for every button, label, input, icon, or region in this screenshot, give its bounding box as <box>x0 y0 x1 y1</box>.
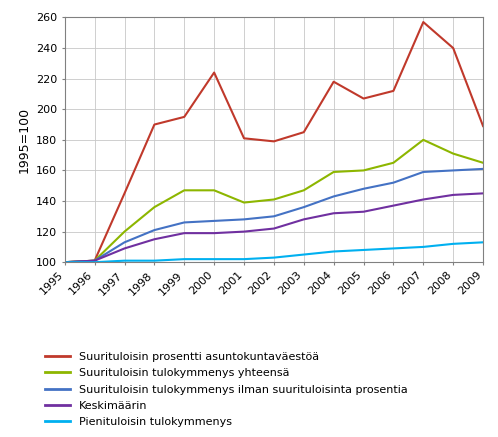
Keskimäärin <box>331 211 337 216</box>
Suurituloisin tulokymmenys yhteensä <box>241 200 247 205</box>
Suurituloisin prosentti asuntokuntaväestöä <box>92 258 98 263</box>
Suurituloisin tulokymmenys ilman suurituloisinta prosentia <box>480 166 486 171</box>
Y-axis label: 1995=100: 1995=100 <box>17 107 30 173</box>
Suurituloisin tulokymmenys ilman suurituloisinta prosentia <box>181 220 187 225</box>
Pienituloisin tulokymmenys <box>420 244 426 250</box>
Pienituloisin tulokymmenys <box>450 241 456 246</box>
Suurituloisin tulokymmenys ilman suurituloisinta prosentia <box>62 260 68 265</box>
Suurituloisin tulokymmenys ilman suurituloisinta prosentia <box>92 258 98 263</box>
Suurituloisin tulokymmenys ilman suurituloisinta prosentia <box>151 227 157 232</box>
Suurituloisin tulokymmenys yhteensä <box>331 169 337 174</box>
Suurituloisin tulokymmenys yhteensä <box>450 151 456 156</box>
Suurituloisin tulokymmenys yhteensä <box>62 260 68 265</box>
Suurituloisin prosentti asuntokuntaväestöä <box>62 260 68 265</box>
Keskimäärin <box>122 246 127 251</box>
Line: Keskimäärin: Keskimäärin <box>65 193 483 262</box>
Suurituloisin prosentti asuntokuntaväestöä <box>211 70 217 75</box>
Pienituloisin tulokymmenys <box>92 260 98 265</box>
Pienituloisin tulokymmenys <box>122 258 127 263</box>
Suurituloisin prosentti asuntokuntaväestöä <box>390 88 396 94</box>
Suurituloisin prosentti asuntokuntaväestöä <box>420 19 426 24</box>
Line: Pienituloisin tulokymmenys: Pienituloisin tulokymmenys <box>65 242 483 262</box>
Suurituloisin tulokymmenys ilman suurituloisinta prosentia <box>331 194 337 199</box>
Suurituloisin prosentti asuntokuntaväestöä <box>271 139 277 144</box>
Suurituloisin tulokymmenys yhteensä <box>480 160 486 165</box>
Suurituloisin tulokymmenys yhteensä <box>301 187 307 193</box>
Suurituloisin prosentti asuntokuntaväestöä <box>181 114 187 119</box>
Suurituloisin tulokymmenys ilman suurituloisinta prosentia <box>301 205 307 210</box>
Keskimäärin <box>181 230 187 236</box>
Keskimäärin <box>151 236 157 242</box>
Line: Suurituloisin tulokymmenys yhteensä: Suurituloisin tulokymmenys yhteensä <box>65 140 483 262</box>
Keskimäärin <box>450 192 456 198</box>
Suurituloisin prosentti asuntokuntaväestöä <box>450 45 456 51</box>
Keskimäärin <box>480 191 486 196</box>
Suurituloisin tulokymmenys yhteensä <box>151 205 157 210</box>
Suurituloisin tulokymmenys ilman suurituloisinta prosentia <box>241 217 247 222</box>
Suurituloisin prosentti asuntokuntaväestöä <box>151 122 157 127</box>
Suurituloisin prosentti asuntokuntaväestöä <box>241 135 247 141</box>
Keskimäärin <box>241 229 247 234</box>
Suurituloisin tulokymmenys ilman suurituloisinta prosentia <box>122 239 127 245</box>
Suurituloisin tulokymmenys ilman suurituloisinta prosentia <box>420 169 426 174</box>
Keskimäärin <box>62 260 68 265</box>
Pienituloisin tulokymmenys <box>151 258 157 263</box>
Suurituloisin tulokymmenys ilman suurituloisinta prosentia <box>450 168 456 173</box>
Suurituloisin prosentti asuntokuntaväestöä <box>480 123 486 128</box>
Pienituloisin tulokymmenys <box>271 255 277 260</box>
Keskimäärin <box>420 197 426 202</box>
Suurituloisin tulokymmenys ilman suurituloisinta prosentia <box>271 214 277 219</box>
Suurituloisin prosentti asuntokuntaväestöä <box>301 129 307 135</box>
Suurituloisin tulokymmenys yhteensä <box>420 137 426 142</box>
Suurituloisin tulokymmenys ilman suurituloisinta prosentia <box>361 186 367 191</box>
Suurituloisin tulokymmenys ilman suurituloisinta prosentia <box>390 180 396 185</box>
Suurituloisin tulokymmenys ilman suurituloisinta prosentia <box>211 218 217 223</box>
Suurituloisin tulokymmenys yhteensä <box>390 160 396 165</box>
Suurituloisin tulokymmenys yhteensä <box>361 168 367 173</box>
Pienituloisin tulokymmenys <box>390 246 396 251</box>
Suurituloisin prosentti asuntokuntaväestöä <box>331 79 337 84</box>
Suurituloisin prosentti asuntokuntaväestöä <box>361 96 367 101</box>
Pienituloisin tulokymmenys <box>331 249 337 254</box>
Pienituloisin tulokymmenys <box>181 257 187 262</box>
Suurituloisin prosentti asuntokuntaväestöä <box>122 191 127 196</box>
Keskimäärin <box>92 258 98 263</box>
Line: Suurituloisin tulokymmenys ilman suurituloisinta prosentia: Suurituloisin tulokymmenys ilman suuritu… <box>65 169 483 262</box>
Suurituloisin tulokymmenys yhteensä <box>211 187 217 193</box>
Pienituloisin tulokymmenys <box>301 252 307 257</box>
Pienituloisin tulokymmenys <box>480 239 486 245</box>
Keskimäärin <box>390 203 396 208</box>
Suurituloisin tulokymmenys yhteensä <box>92 258 98 263</box>
Pienituloisin tulokymmenys <box>361 247 367 253</box>
Pienituloisin tulokymmenys <box>241 257 247 262</box>
Pienituloisin tulokymmenys <box>62 260 68 265</box>
Legend: Suurituloisin prosentti asuntokuntaväestöä, Suurituloisin tulokymmenys yhteensä,: Suurituloisin prosentti asuntokuntaväest… <box>45 352 407 427</box>
Keskimäärin <box>271 226 277 231</box>
Keskimäärin <box>361 209 367 214</box>
Keskimäärin <box>211 230 217 236</box>
Suurituloisin tulokymmenys yhteensä <box>181 187 187 193</box>
Suurituloisin tulokymmenys yhteensä <box>122 229 127 234</box>
Keskimäärin <box>301 217 307 222</box>
Suurituloisin tulokymmenys yhteensä <box>271 197 277 202</box>
Pienituloisin tulokymmenys <box>211 257 217 262</box>
Line: Suurituloisin prosentti asuntokuntaväestöä: Suurituloisin prosentti asuntokuntaväest… <box>65 22 483 262</box>
